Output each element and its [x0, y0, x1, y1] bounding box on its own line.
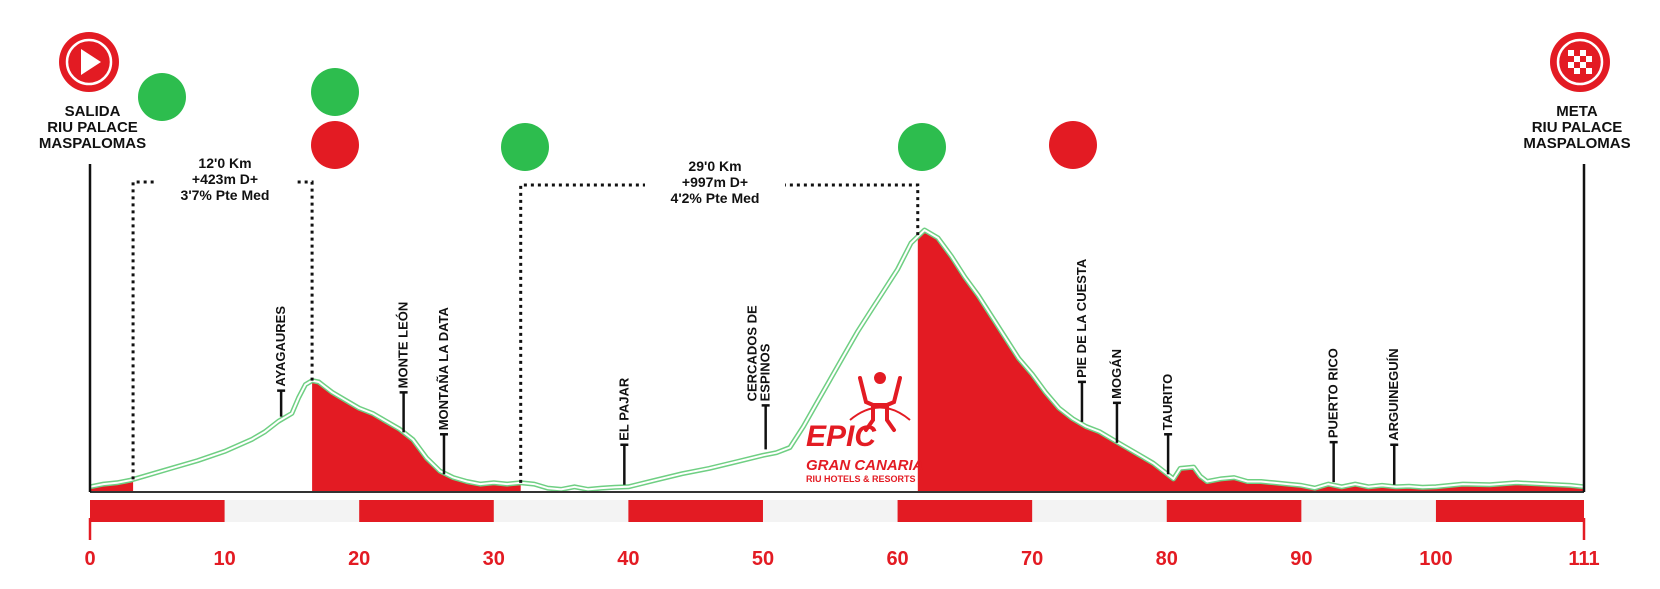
x-tick-label-70: 70	[1021, 548, 1043, 570]
climb-1-gradient: 3'7% Pte Med	[180, 187, 270, 203]
start-label-line-1: SALIDA	[64, 103, 121, 120]
checkered-flag-icon-cell	[1574, 68, 1580, 74]
waypoint-6-label: PIE DE LA CUESTA	[1074, 258, 1089, 378]
checkered-flag-icon-cell	[1568, 50, 1574, 56]
logo-text-riu: RIU HOTELS & RESORTS	[806, 474, 916, 484]
km-stripe-2	[359, 500, 494, 522]
waypoint-2-label: MONTE LEÓN	[396, 302, 411, 389]
x-tick-label-40: 40	[617, 548, 639, 570]
x-tick-label-100: 100	[1419, 548, 1452, 570]
waypoint-7-label: MOGÁN	[1109, 349, 1124, 399]
checkered-flag-icon-cell	[1568, 62, 1574, 68]
climb-1-gain: +423m D+	[191, 171, 259, 187]
x-tick-label-10: 10	[213, 548, 235, 570]
x-tick-label-50: 50	[752, 548, 774, 570]
climb-stats-1: 12'0 Km +423m D+ 3'7% Pte Med	[155, 155, 295, 203]
profile-outline-inner	[89, 229, 1585, 491]
logo-runner-figure	[858, 376, 902, 432]
km-stripe-3	[628, 500, 763, 522]
logo-text-epic: EPIC	[806, 420, 877, 453]
finish-label: META RIU PALACE MASPALOMAS	[1502, 104, 1652, 152]
km-bar-background	[90, 500, 1584, 522]
logo-figure-head	[874, 372, 886, 384]
timer-icon-bg	[138, 73, 186, 121]
checkered-flag-icon-cell	[1580, 62, 1586, 68]
climb-2-distance: 29'0 Km	[688, 158, 742, 174]
checkered-flag-icon-cell	[1574, 56, 1580, 62]
checkered-flag-icon-cell	[1586, 68, 1592, 74]
start-icon-ring	[65, 38, 113, 86]
logo-text-gran-canaria: GRAN CANARIA	[806, 457, 924, 474]
start-label: SALIDA RIU PALACE MASPALOMAS	[20, 104, 165, 152]
finish-icon-ring	[1556, 38, 1604, 86]
start-label-line-2: RIU PALACE	[47, 119, 138, 136]
climb-1-distance: 12'0 Km	[198, 155, 252, 171]
food-icon-bg	[311, 121, 359, 169]
waypoint-5-label-line-1: CERCADOS DE	[745, 305, 760, 401]
climb-bracket-2	[519, 183, 920, 483]
climb-2-gradient: 4'2% Pte Med	[670, 190, 760, 206]
waypoint-1-label: AYAGAURES	[273, 306, 288, 387]
x-tick-label-90: 90	[1290, 548, 1312, 570]
climb-2-gain: +997m D+	[681, 174, 749, 190]
waypoint-3-label: MONTAÑA LA DATA	[436, 306, 451, 430]
x-tick-label-80: 80	[1156, 548, 1178, 570]
waypoint-8-label: TAURITO	[1160, 374, 1175, 431]
km-stripe-5	[1166, 500, 1302, 522]
finish-label-line-2: RIU PALACE	[1531, 119, 1623, 136]
climb-stats-2: 29'0 Km +997m D+ 4'2% Pte Med	[645, 158, 785, 206]
finish-label-line-3: MASPALOMAS	[1523, 135, 1631, 152]
waypoint-9-label: PUERTO RICO	[1326, 348, 1341, 438]
timer-icon-bg	[898, 123, 946, 171]
timer-icon-bg	[311, 68, 359, 116]
x-tick-label-0: 0	[84, 548, 95, 570]
finish-label-line-1: META	[1556, 103, 1598, 120]
checkered-flag-icon-cell	[1586, 56, 1592, 62]
checkered-flag-icon-cell	[1580, 50, 1586, 56]
x-tick-label-60: 60	[886, 548, 908, 570]
food-icon-bg	[1049, 121, 1097, 169]
descent-area-2	[312, 380, 521, 492]
waypoint-10-label: ARGUINEGUÍN	[1386, 348, 1401, 440]
start-label-line-3: MASPALOMAS	[38, 135, 147, 152]
x-tick-label-20: 20	[348, 548, 370, 570]
waypoint-4-label: EL PAJAR	[616, 377, 631, 441]
km-stripe-1	[90, 500, 225, 522]
x-tick-label-30: 30	[483, 548, 505, 570]
timer-icon-bg	[501, 123, 549, 171]
waypoint-5-label-line-2: ESPINOS	[758, 343, 773, 401]
play-icon	[81, 49, 101, 75]
x-tick-label-111: 111	[1568, 548, 1599, 570]
km-stripe-4	[897, 500, 1033, 522]
logo-arc	[849, 406, 911, 421]
km-stripe-6	[1435, 500, 1584, 522]
